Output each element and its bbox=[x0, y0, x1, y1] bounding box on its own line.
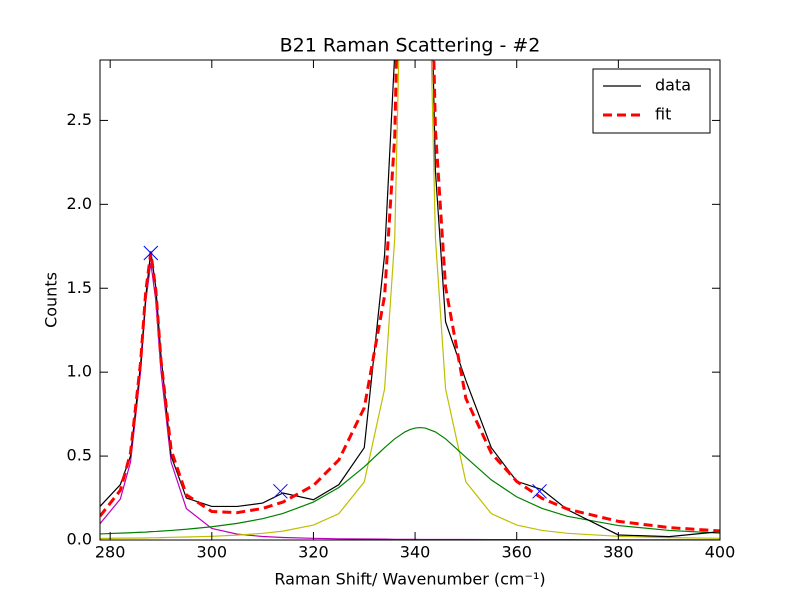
plot-frame bbox=[99, 59, 721, 541]
legend-label: data bbox=[655, 76, 691, 95]
x-tick-label: 360 bbox=[501, 543, 532, 562]
y-tick-label: 1.5 bbox=[67, 278, 92, 297]
y-tick-label: 2.0 bbox=[67, 194, 92, 213]
legend-box bbox=[592, 68, 711, 134]
x-tick-label: 400 bbox=[705, 543, 736, 562]
peak-marker bbox=[273, 483, 288, 499]
component-line bbox=[100, 426, 720, 535]
chart-title: B21 Raman Scattering - #2 bbox=[280, 35, 541, 57]
x-tick-label: 380 bbox=[603, 543, 634, 562]
x-tick-label: 280 bbox=[95, 543, 126, 562]
y-tick-label: 1.0 bbox=[67, 362, 92, 381]
peak-marker bbox=[143, 245, 159, 261]
x-tick-label: 340 bbox=[400, 543, 431, 562]
y-tick-label: 0.0 bbox=[67, 530, 92, 549]
x-tick-label: 320 bbox=[298, 543, 329, 562]
y-axis-label: Counts bbox=[42, 272, 61, 328]
component-line bbox=[100, 60, 720, 540]
peak-marker bbox=[532, 483, 547, 499]
y-tick-label: 2.5 bbox=[67, 110, 92, 129]
data-line bbox=[100, 60, 720, 538]
x-axis-label: Raman Shift/ Wavenumber (cm⁻¹) bbox=[274, 570, 545, 589]
x-tick-label: 300 bbox=[197, 543, 228, 562]
y-tick-label: 0.5 bbox=[67, 446, 92, 465]
legend-label: fit bbox=[655, 105, 671, 124]
